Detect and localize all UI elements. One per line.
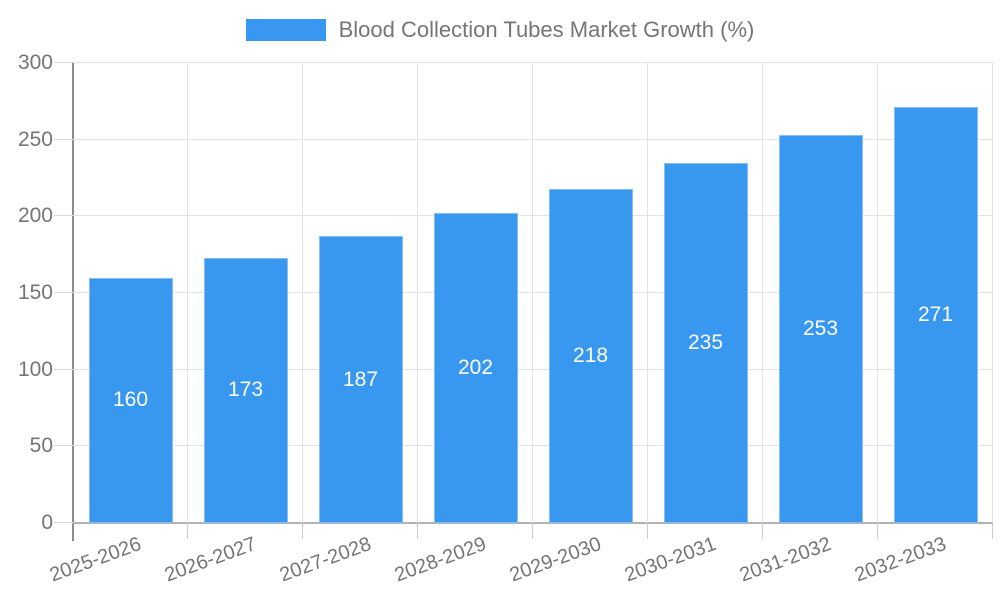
gridline-vertical bbox=[992, 63, 993, 523]
bar-value-label: 271 bbox=[917, 303, 954, 327]
gridline-vertical bbox=[762, 63, 763, 523]
y-axis-tick-label: 200 bbox=[17, 204, 53, 228]
x-axis-tick-label: 2031-2032 bbox=[736, 533, 835, 587]
gridline-vertical bbox=[532, 63, 533, 523]
x-axis-tick-label: 2030-2031 bbox=[621, 533, 720, 587]
x-axis-line bbox=[72, 522, 993, 524]
gridline-vertical bbox=[647, 63, 648, 523]
legend-label: Blood Collection Tubes Market Growth (%) bbox=[338, 17, 755, 42]
x-axis-tick bbox=[532, 524, 533, 539]
gridline-horizontal bbox=[73, 445, 993, 447]
y-axis-tick bbox=[54, 368, 73, 370]
x-axis-tick bbox=[302, 524, 303, 539]
gridline-vertical bbox=[302, 63, 303, 523]
y-axis-tick bbox=[54, 62, 73, 63]
bar-2031-2032[interactable]: 253 bbox=[778, 135, 863, 523]
x-axis-tick-label: 2027-2028 bbox=[276, 533, 375, 587]
y-axis-tick bbox=[54, 215, 73, 217]
bar-2026-2027[interactable]: 173 bbox=[203, 257, 288, 523]
y-axis-tick-label: 150 bbox=[17, 281, 53, 304]
gridline-vertical bbox=[187, 63, 188, 523]
bar-value-label: 253 bbox=[802, 317, 839, 341]
y-axis-tick-label: 100 bbox=[17, 357, 53, 381]
gridline-vertical bbox=[877, 63, 878, 523]
gridline-vertical bbox=[417, 63, 418, 523]
bar-2030-2031[interactable]: 235 bbox=[663, 162, 748, 523]
bar-2028-2029[interactable]: 202 bbox=[433, 213, 518, 523]
bar-2025-2026[interactable]: 160 bbox=[88, 277, 173, 523]
plot-area: 160 173 187 202 218 235 253 271 bbox=[73, 62, 993, 523]
x-axis-tick-label: 2029-2030 bbox=[506, 533, 605, 587]
bar-value-label: 235 bbox=[687, 330, 724, 354]
y-axis-line bbox=[72, 63, 74, 541]
x-axis-tick bbox=[992, 524, 993, 539]
y-axis-tick bbox=[54, 138, 73, 140]
y-axis-tick-label: 50 bbox=[29, 434, 53, 458]
y-axis-tick bbox=[54, 522, 73, 523]
bar-value-label: 173 bbox=[227, 378, 264, 402]
x-axis-tick bbox=[417, 524, 418, 539]
bar-value-label: 187 bbox=[342, 367, 379, 391]
bar-value-label: 202 bbox=[457, 356, 494, 380]
x-axis-tick bbox=[187, 524, 188, 539]
bar-2027-2028[interactable]: 187 bbox=[318, 236, 403, 523]
x-axis-tick-label: 2025-2026 bbox=[46, 533, 145, 587]
y-axis-tick bbox=[54, 292, 73, 293]
x-axis-tick-label: 2028-2029 bbox=[391, 533, 490, 587]
y-axis-tick-label: 250 bbox=[17, 127, 53, 151]
bar-2032-2033[interactable]: 271 bbox=[893, 107, 978, 523]
x-axis-tick bbox=[762, 524, 763, 539]
gridline-horizontal bbox=[73, 292, 993, 293]
gridline-horizontal bbox=[73, 368, 993, 370]
gridline-horizontal bbox=[73, 138, 993, 140]
legend-swatch bbox=[245, 19, 326, 41]
y-axis-tick-label: 0 bbox=[41, 511, 53, 534]
y-axis-tick bbox=[54, 445, 73, 447]
gridline-horizontal bbox=[73, 215, 993, 217]
y-axis-tick-label: 300 bbox=[17, 51, 53, 74]
bar-value-label: 218 bbox=[572, 343, 609, 367]
x-axis-tick bbox=[647, 524, 648, 539]
x-axis-tick-label: 2032-2033 bbox=[851, 533, 950, 587]
x-axis-tick bbox=[877, 524, 878, 539]
x-axis-tick-label: 2026-2027 bbox=[161, 533, 260, 587]
legend-item[interactable]: Blood Collection Tubes Market Growth (%) bbox=[0, 17, 1000, 43]
bar-value-label: 160 bbox=[112, 388, 149, 412]
bar-2029-2030[interactable]: 218 bbox=[548, 188, 633, 523]
gridline-horizontal bbox=[73, 62, 993, 63]
